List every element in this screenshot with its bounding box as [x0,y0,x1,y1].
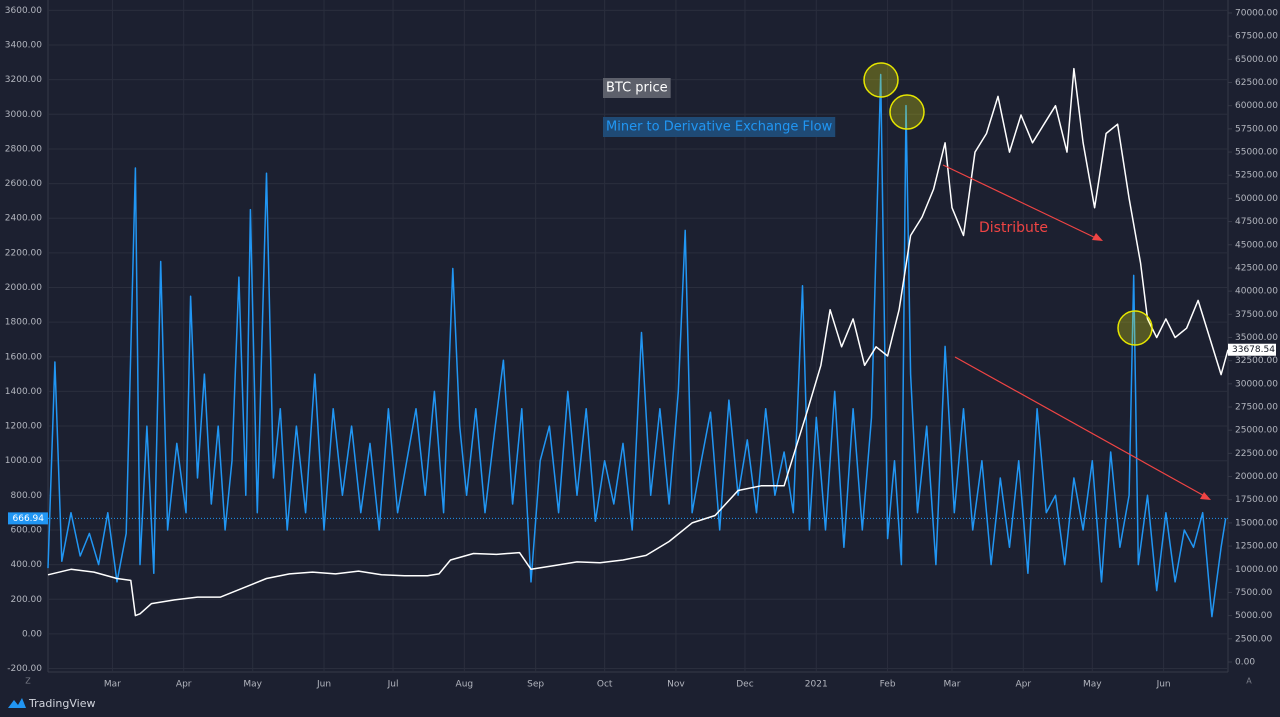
y-tick-label: 1800.00 [5,318,42,328]
y2-tick-label: 45000.00 [1235,240,1278,250]
overlay: Distribute [863,62,1211,500]
x-tick-label: Jun [316,680,331,690]
arrow [942,164,1101,241]
y2-tick-label: 70000.00 [1235,8,1278,18]
y2-tick-label: 10000.00 [1235,565,1278,575]
y2-tick-label: 20000.00 [1235,472,1278,482]
brand: TradingView [28,697,95,710]
corner-label: A [1246,677,1252,686]
y-tick-label: 2000.00 [5,283,42,293]
y2-tick-label: 67500.00 [1235,32,1278,42]
y-tick-label: 2400.00 [5,214,42,224]
series-line [47,73,1227,618]
plot-area [47,0,1229,672]
y-tick-label: 800.00 [11,491,43,501]
x-tick-label: May [1083,680,1102,690]
y-tick-label: 200.00 [11,595,43,605]
y2-tick-label: 40000.00 [1235,287,1278,297]
y-tick-label: 3000.00 [5,110,42,120]
y-tick-label: 1400.00 [5,387,42,397]
y-tick-label: -200.00 [7,664,42,674]
x-tick-label: Aug [456,680,474,690]
y2-tick-label: 25000.00 [1235,426,1278,436]
y2-tick-label: 15000.00 [1235,518,1278,528]
y2-tick-label: 42500.00 [1235,263,1278,273]
y-tick-label: 0.00 [22,629,42,639]
y2-tick-label: 65000.00 [1235,55,1278,65]
price-tag [1228,343,1276,356]
arrow [954,356,1209,499]
y2-tick-label: 37500.00 [1235,310,1278,320]
y2-tick-label: 32500.00 [1235,356,1278,366]
legend-box [603,117,836,137]
annotation: Distribute [979,220,1048,236]
arrow-head [1200,492,1211,500]
series-line [47,67,1229,617]
x-tick-label: Apr [176,680,192,690]
highlight-circle [863,62,899,98]
y2-tick-label: 55000.00 [1235,148,1278,158]
y-tick-label: 3600.00 [5,6,42,16]
x-tick-label: Mar [104,680,121,690]
y2-tick-label: 12500.00 [1235,542,1278,552]
x-tick-label: Jul [387,680,399,690]
y-tick-label: 3400.00 [5,41,42,51]
y2-tick-label: 50000.00 [1235,194,1278,204]
y2-tick-label: 52500.00 [1235,171,1278,181]
price-tag [8,512,48,525]
y2-tick-label: 22500.00 [1235,449,1278,459]
x-tick-label: Apr [1015,680,1031,690]
corner-label: Z [25,677,31,686]
y2-tick-label: 5000.00 [1235,611,1272,621]
y-tick-label: 400.00 [11,560,43,570]
legend-label: Miner to Derivative Exchange Flow [606,120,833,135]
x-tick-label: Oct [597,680,613,690]
y2-tick-label: 57500.00 [1235,124,1278,134]
y-tick-label: 1000.00 [5,456,42,466]
price-tag-label: 666.94 [13,514,45,524]
y2-tick-label: 7500.00 [1235,588,1272,598]
x-tick-label: Jun [1156,680,1171,690]
brand-logo [8,698,26,708]
highlight-circle [889,94,925,130]
x-tick-label: Dec [736,680,753,690]
y-tick-label: 2200.00 [5,248,42,258]
y-tick-label: 2800.00 [5,144,42,154]
highlight-circle [1117,310,1153,346]
arrow-head [1092,233,1103,241]
x-tick-label: Sep [527,680,544,690]
y-tick-label: 1200.00 [5,422,42,432]
y2-tick-label: 47500.00 [1235,217,1278,227]
y-tick-label: 3200.00 [5,75,42,85]
y-tick-label: 1600.00 [5,352,42,362]
legend-box [603,78,671,98]
x-tick-label: 2021 [805,680,828,690]
y-tick-label: 600.00 [11,525,43,535]
y-tick-label: 2600.00 [5,179,42,189]
y2-tick-label: 27500.00 [1235,403,1278,413]
y2-tick-label: 2500.00 [1235,634,1272,644]
price-tag-label: 33678.54 [1232,345,1275,355]
y2-tick-label: 30000.00 [1235,379,1278,389]
x-tick-label: Nov [667,680,685,690]
y2-tick-label: 17500.00 [1235,495,1278,505]
y2-tick-label: 62500.00 [1235,78,1278,88]
legend-label: BTC price [606,81,668,96]
x-tick-label: May [243,680,262,690]
y2-tick-label: 0.00 [1235,657,1255,667]
x-tick-label: Feb [880,680,896,690]
y2-tick-label: 35000.00 [1235,333,1278,343]
y2-tick-label: 60000.00 [1235,101,1278,111]
x-tick-label: Mar [943,680,960,690]
